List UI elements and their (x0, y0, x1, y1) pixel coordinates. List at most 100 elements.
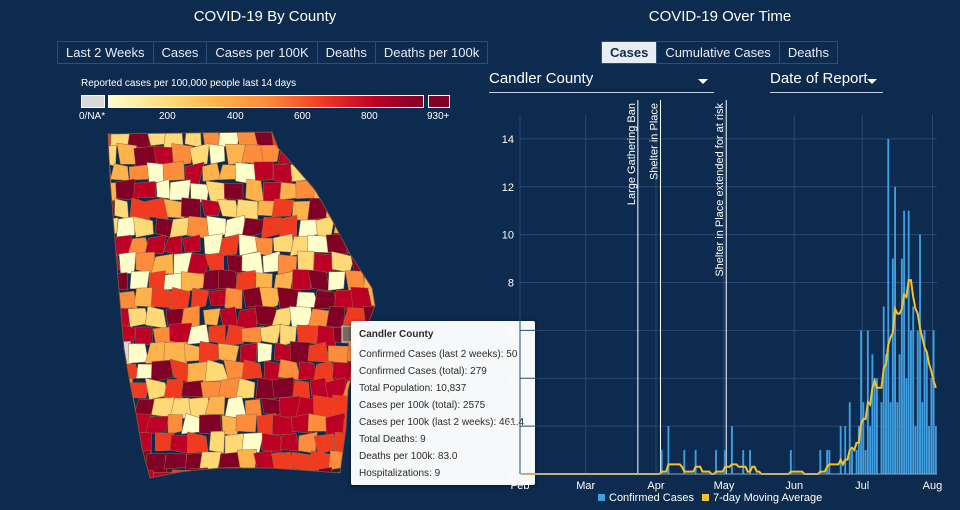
tab-deaths[interactable]: Deaths (318, 42, 376, 63)
county-shape[interactable] (369, 216, 390, 240)
county-shape[interactable] (313, 148, 337, 164)
county-shape[interactable] (235, 270, 256, 291)
case-bar[interactable] (912, 306, 915, 474)
case-bar[interactable] (873, 378, 876, 474)
county-shape[interactable] (289, 341, 313, 366)
county-shape[interactable] (133, 181, 157, 198)
county-shape[interactable] (100, 288, 119, 311)
county-shape[interactable] (110, 163, 130, 181)
county-shape[interactable] (218, 269, 239, 289)
county-shape[interactable] (363, 272, 382, 291)
case-bar[interactable] (855, 450, 858, 474)
county-shape[interactable] (241, 251, 264, 275)
county-shape[interactable] (307, 130, 327, 144)
county-shape[interactable] (171, 143, 194, 166)
county-shape[interactable] (294, 144, 315, 166)
county-shape[interactable] (239, 342, 258, 365)
county-shape[interactable] (100, 413, 113, 437)
county-shape[interactable] (361, 128, 384, 146)
county-shape[interactable] (279, 433, 301, 452)
county-shape[interactable] (363, 236, 383, 256)
county-shape[interactable] (353, 146, 369, 166)
case-bar[interactable] (903, 210, 906, 474)
county-shape[interactable] (163, 379, 183, 399)
county-shape[interactable] (202, 268, 223, 291)
county-shape[interactable] (333, 215, 355, 235)
county-shape[interactable] (144, 305, 168, 329)
county-shape[interactable] (189, 142, 210, 166)
georgia-county-map[interactable] (100, 128, 390, 488)
case-bar[interactable] (905, 378, 908, 474)
county-shape[interactable] (253, 161, 274, 182)
county-shape[interactable] (144, 197, 169, 220)
case-bar[interactable] (789, 450, 792, 474)
county-shape[interactable] (101, 323, 119, 346)
county-shape[interactable] (100, 378, 116, 398)
county-shape[interactable] (331, 251, 355, 273)
county-shape[interactable] (184, 128, 202, 148)
county-shape[interactable] (145, 453, 168, 473)
county-shape[interactable] (208, 143, 226, 165)
case-bar[interactable] (828, 450, 831, 474)
county-shape[interactable] (100, 273, 111, 289)
county-shape[interactable] (201, 128, 222, 148)
county-shape[interactable] (150, 359, 173, 383)
case-bar[interactable] (928, 426, 931, 474)
case-bar[interactable] (724, 450, 727, 474)
county-shape[interactable] (261, 217, 283, 239)
county-shape[interactable] (116, 434, 139, 455)
county-shape[interactable] (352, 214, 373, 236)
county-shape[interactable] (255, 377, 277, 399)
county-shape[interactable] (331, 144, 356, 167)
county-shape[interactable] (153, 145, 175, 166)
tab-cases-per-100k[interactable]: Cases per 100K (207, 42, 318, 63)
county-shape[interactable] (116, 216, 137, 237)
case-bar[interactable] (694, 450, 697, 474)
tab-last-2-weeks[interactable]: Last 2 Weeks (58, 42, 154, 63)
county-shape[interactable] (261, 432, 283, 454)
county-shape[interactable] (135, 326, 153, 347)
county-shape[interactable] (313, 179, 336, 201)
county-shape[interactable] (219, 306, 238, 328)
county-shape[interactable] (311, 164, 327, 183)
case-bar[interactable] (860, 330, 863, 474)
case-bar[interactable] (900, 258, 903, 474)
case-bar[interactable] (848, 402, 851, 474)
case-bar[interactable] (919, 234, 921, 474)
tab-cumulative-cases[interactable]: Cumulative Cases (657, 42, 780, 63)
case-bar[interactable] (660, 450, 663, 474)
county-shape[interactable] (345, 202, 366, 221)
county-shape[interactable] (346, 237, 368, 253)
county-shape[interactable] (184, 343, 200, 362)
county-shape[interactable] (327, 271, 346, 291)
county-shape[interactable] (218, 233, 240, 257)
tab-chart-cases[interactable]: Cases (602, 42, 658, 63)
county-shape[interactable] (277, 143, 298, 166)
tab-deaths-per-100k[interactable]: Deaths per 100k (383, 45, 480, 60)
case-bar[interactable] (907, 210, 910, 474)
tab-chart-deaths[interactable]: Deaths (787, 45, 830, 60)
county-shape[interactable] (289, 128, 313, 148)
county-shape[interactable] (342, 164, 366, 185)
county-shape[interactable] (217, 199, 240, 218)
county-shape[interactable] (236, 449, 257, 471)
county-shape[interactable] (187, 431, 209, 454)
case-bar[interactable] (896, 402, 899, 474)
county-shape[interactable] (333, 179, 356, 202)
case-bar[interactable] (742, 450, 745, 474)
case-bar[interactable] (934, 426, 937, 474)
county-shape[interactable] (100, 467, 119, 488)
county-shape[interactable] (129, 270, 150, 290)
county-shape[interactable] (235, 377, 256, 400)
county-shape[interactable] (110, 452, 131, 469)
case-bar[interactable] (887, 138, 890, 474)
county-shape[interactable] (225, 468, 244, 485)
county-shape[interactable] (241, 359, 263, 380)
county-shape[interactable] (100, 217, 119, 237)
county-shape[interactable] (208, 324, 226, 344)
county-shape[interactable] (116, 469, 139, 488)
county-shape[interactable] (190, 287, 209, 311)
county-shape[interactable] (100, 306, 114, 328)
county-shape[interactable] (118, 251, 137, 274)
case-bar[interactable] (930, 378, 933, 474)
